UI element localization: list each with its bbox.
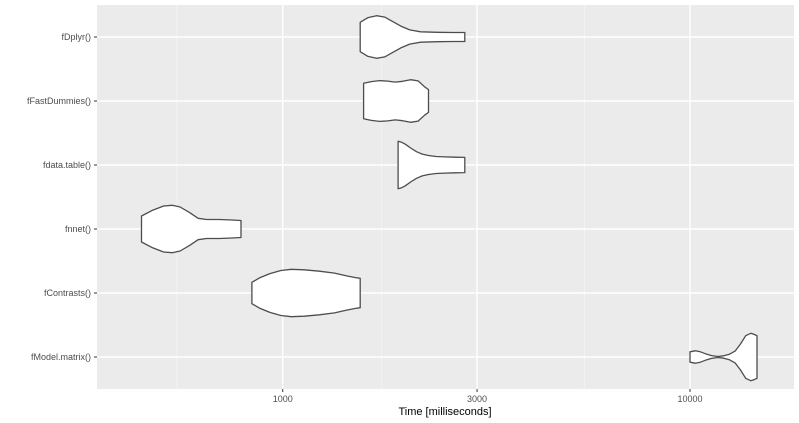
y-tick-label: fDplyr() [62, 32, 92, 42]
x-tick-label: 10000 [678, 394, 703, 404]
x-tick-label: 3000 [467, 394, 487, 404]
y-tick-label: fContrasts() [44, 288, 91, 298]
violin-fnnet [140, 204, 242, 254]
violin-fdata-table [397, 140, 466, 190]
violin-ffastdummies [362, 79, 430, 123]
y-tick-label: fFastDummies() [27, 96, 91, 106]
y-tick-label: fdata.table() [43, 160, 91, 170]
x-axis-title: Time [milliseconds] [398, 406, 491, 418]
violin-layer [140, 15, 758, 382]
violin-fdplyr [359, 15, 466, 59]
violin-fcontrasts [251, 268, 361, 318]
violin-fmodel-matrix [689, 332, 758, 382]
y-tick-label: fModel.matrix() [31, 352, 91, 362]
axis-layer: fModel.matrix() fContrasts() fnnet() fdata.… [27, 32, 703, 404]
y-tick-label: fnnet() [65, 224, 91, 234]
panel-background [97, 5, 794, 389]
x-tick-label: 1000 [273, 394, 293, 404]
